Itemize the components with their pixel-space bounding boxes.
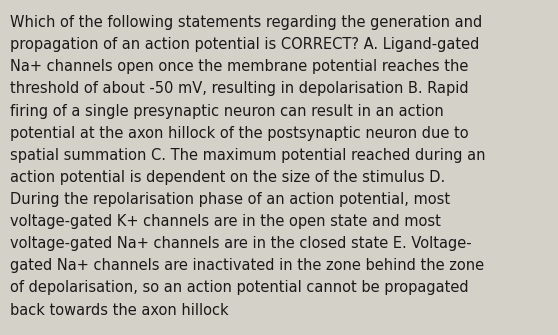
Text: of depolarisation, so an action potential cannot be propagated: of depolarisation, so an action potentia… (10, 280, 469, 295)
Text: action potential is dependent on the size of the stimulus D.: action potential is dependent on the siz… (10, 170, 445, 185)
Text: threshold of about -50 mV, resulting in depolarisation B. Rapid: threshold of about -50 mV, resulting in … (10, 81, 469, 96)
Text: During the repolarisation phase of an action potential, most: During the repolarisation phase of an ac… (10, 192, 450, 207)
Text: propagation of an action potential is CORRECT? A. Ligand-gated: propagation of an action potential is CO… (10, 37, 479, 52)
Text: Which of the following statements regarding the generation and: Which of the following statements regard… (10, 15, 482, 30)
Text: Na+ channels open once the membrane potential reaches the: Na+ channels open once the membrane pote… (10, 59, 468, 74)
Text: voltage-gated K+ channels are in the open state and most: voltage-gated K+ channels are in the ope… (10, 214, 441, 229)
Text: voltage-gated Na+ channels are in the closed state E. Voltage-: voltage-gated Na+ channels are in the cl… (10, 236, 472, 251)
Text: back towards the axon hillock: back towards the axon hillock (10, 303, 229, 318)
Text: gated Na+ channels are inactivated in the zone behind the zone: gated Na+ channels are inactivated in th… (10, 258, 484, 273)
Text: spatial summation C. The maximum potential reached during an: spatial summation C. The maximum potenti… (10, 148, 485, 163)
Text: firing of a single presynaptic neuron can result in an action: firing of a single presynaptic neuron ca… (10, 104, 444, 119)
Text: potential at the axon hillock of the postsynaptic neuron due to: potential at the axon hillock of the pos… (10, 126, 469, 141)
